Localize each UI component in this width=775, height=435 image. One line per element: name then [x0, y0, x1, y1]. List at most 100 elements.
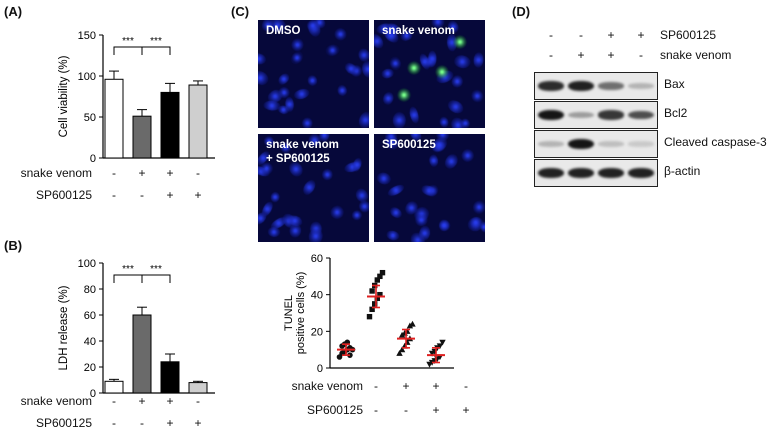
blot-band	[598, 82, 624, 90]
blot-band	[568, 111, 594, 119]
data-point	[377, 273, 383, 280]
condition-sign: +	[138, 166, 146, 180]
y-tick-label: 40	[84, 336, 96, 348]
panel-c-conditions: snake venom - + + - SP600125- - + +	[240, 379, 500, 429]
condition-sign: +	[607, 28, 615, 42]
blot-label: Cleaved caspase-3	[664, 135, 767, 149]
condition-sign: +	[166, 394, 174, 408]
y-tick-label: 0	[317, 363, 323, 375]
y-axis-label: Cell viability (%)	[58, 55, 70, 137]
significance-bracket	[141, 46, 171, 55]
blot-band	[538, 109, 564, 121]
blot-band	[628, 167, 654, 179]
blot-label: Bax	[664, 77, 685, 91]
data-point	[377, 291, 383, 298]
y-tick-label: 50	[84, 112, 96, 124]
condition-sign: +	[166, 188, 174, 202]
condition-label: snake venom	[660, 48, 732, 62]
data-point	[398, 346, 406, 353]
blot-label: β-actin	[664, 164, 701, 178]
data-point	[372, 301, 378, 307]
panel-a-chart: 0 50 100 150 Cell viability (%) *** ***	[58, 30, 215, 165]
significance-label: ***	[150, 264, 162, 275]
significance-label: ***	[122, 264, 134, 275]
micrograph-dmso: DMSO	[258, 20, 369, 128]
bar	[188, 84, 208, 159]
micrograph-caption: snake venom + SP600125	[266, 139, 339, 165]
data-point	[374, 277, 380, 283]
data-point	[436, 343, 444, 350]
blot-band	[628, 83, 654, 89]
blot-strip	[534, 130, 658, 158]
condition-sign: +	[432, 379, 440, 393]
y-tick-label: 150	[78, 30, 96, 42]
micrograph-snake-venom-sp600125: snake venom + SP600125	[258, 134, 369, 242]
blot-label: Bcl2	[664, 106, 688, 120]
condition-sign: +	[166, 166, 174, 180]
condition-sign: -	[112, 188, 116, 202]
y-tick-label: 100	[78, 71, 96, 83]
y-tick-label: 0	[90, 153, 96, 165]
panel-c-tunel-chart: 0 20 40 60 TUNELpositive cells (%)	[283, 253, 454, 375]
condition-label: snake venom	[291, 379, 363, 393]
y-axis-label: TUNELpositive cells (%)	[283, 272, 307, 355]
condition-sign: -	[112, 394, 116, 408]
condition-sign: -	[404, 403, 408, 417]
significance-label: ***	[122, 36, 134, 47]
blot-band	[598, 110, 624, 120]
significance-bracket	[113, 46, 143, 55]
micrograph-sp600125: SP600125	[374, 134, 485, 242]
data-point	[374, 295, 380, 302]
panel-c-label: (C)	[231, 4, 250, 19]
condition-sign: +	[432, 403, 440, 417]
blot-band	[628, 110, 654, 120]
condition-sign: -	[549, 48, 553, 62]
y-tick-label: 60	[84, 310, 96, 322]
blot-band	[568, 167, 594, 179]
condition-sign: -	[464, 379, 468, 393]
y-axis-label: LDH release (%)	[58, 285, 70, 370]
data-point	[379, 269, 386, 276]
data-point	[369, 288, 375, 294]
condition-sign: -	[140, 416, 144, 430]
condition-sign: +	[194, 416, 202, 430]
blot-band	[628, 141, 654, 147]
condition-sign: +	[402, 379, 410, 393]
panel-b-label: (B)	[4, 238, 23, 253]
condition-sign: -	[374, 379, 378, 393]
condition-sign: +	[462, 403, 470, 417]
condition-label: SP600125	[35, 416, 92, 430]
data-point	[406, 322, 414, 329]
micrograph-caption: SP600125	[382, 139, 436, 151]
condition-label: SP600125	[306, 403, 363, 417]
panel-a-conditions: snake venom - + + - SP600125 - - + +	[0, 166, 240, 206]
condition-sign: -	[639, 48, 643, 62]
panel-b-conditions: snake venom - + + - SP600125 - - + +	[0, 394, 240, 434]
y-tick-label: 60	[311, 253, 323, 265]
condition-sign: -	[140, 188, 144, 202]
condition-label: snake venom	[20, 166, 92, 180]
condition-sign: -	[112, 416, 116, 430]
significance-label: ***	[150, 36, 162, 47]
y-tick-label: 20	[311, 326, 323, 338]
bar	[104, 380, 124, 394]
blot-band	[538, 167, 564, 179]
y-tick-label: 40	[311, 290, 323, 302]
data-point	[398, 331, 406, 338]
condition-sign: +	[637, 28, 645, 42]
blot-band	[538, 81, 564, 91]
condition-sign: +	[138, 394, 146, 408]
y-tick-label: 80	[84, 284, 96, 296]
blot-band	[598, 167, 624, 179]
condition-sign: +	[607, 48, 615, 62]
y-tick-label: 100	[78, 258, 96, 270]
blot-band	[568, 138, 594, 150]
data-point	[369, 306, 375, 313]
data-point	[439, 339, 446, 346]
micrograph-caption: DMSO	[266, 25, 301, 37]
panel-a-label: (A)	[4, 4, 23, 19]
data-point	[366, 313, 373, 320]
blot-band	[598, 141, 624, 147]
condition-label: SP600125	[35, 188, 92, 202]
condition-sign: +	[166, 416, 174, 430]
